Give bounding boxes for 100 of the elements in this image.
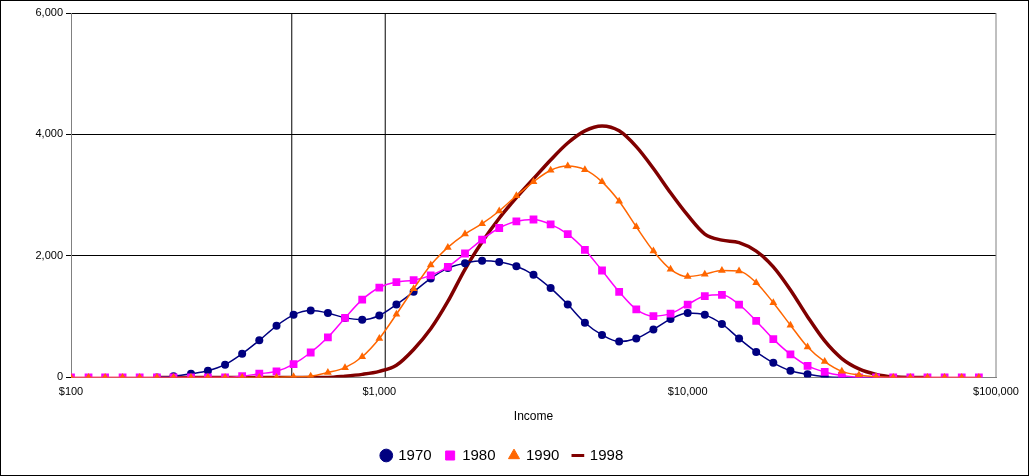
point — [478, 235, 486, 244]
point — [649, 325, 658, 334]
point — [769, 335, 778, 344]
point — [803, 342, 812, 350]
point — [495, 224, 504, 232]
x-tick-label: $1,000 — [362, 385, 397, 398]
y-tick-label: 0 — [56, 370, 63, 383]
point — [649, 246, 658, 254]
point — [598, 177, 606, 185]
legend-label: 1990 — [526, 445, 560, 463]
point — [272, 367, 281, 376]
point — [752, 278, 761, 285]
point — [529, 270, 538, 279]
point — [358, 295, 367, 304]
point — [392, 278, 401, 286]
point — [580, 318, 589, 327]
point — [649, 312, 658, 320]
point — [358, 315, 367, 324]
point — [375, 283, 384, 292]
point — [735, 334, 744, 343]
point — [255, 336, 264, 345]
point — [615, 287, 624, 296]
point — [495, 258, 504, 267]
point — [718, 290, 726, 299]
point — [632, 305, 641, 314]
x-axis-title: Income — [513, 409, 554, 424]
point — [529, 177, 538, 185]
point — [443, 242, 452, 250]
point — [203, 366, 212, 375]
point — [752, 347, 761, 356]
point — [289, 310, 298, 319]
point — [786, 366, 795, 375]
point — [735, 300, 743, 309]
point — [323, 309, 332, 318]
point — [375, 334, 384, 341]
point — [769, 358, 778, 367]
point — [700, 292, 709, 300]
point — [461, 249, 469, 258]
point — [289, 360, 298, 368]
y-tick-label: 6,000 — [35, 6, 63, 19]
point — [598, 266, 606, 275]
point — [409, 284, 418, 291]
point — [666, 309, 675, 318]
point — [683, 300, 692, 309]
point — [461, 229, 469, 237]
point — [306, 306, 315, 315]
point — [563, 161, 572, 169]
point — [615, 337, 624, 346]
point — [478, 256, 487, 265]
point — [632, 222, 641, 230]
point — [632, 334, 641, 343]
y-tick-label: 4,000 — [35, 127, 63, 140]
point — [392, 300, 401, 309]
point — [409, 276, 418, 285]
point — [803, 361, 812, 370]
point — [324, 333, 332, 342]
point — [752, 317, 761, 325]
point — [495, 206, 504, 214]
point — [803, 370, 812, 378]
point — [666, 264, 675, 272]
point — [306, 348, 315, 357]
point — [717, 319, 726, 328]
point — [598, 330, 607, 339]
point — [512, 191, 521, 199]
point — [820, 368, 829, 376]
x-tick-label: $100,000 — [973, 385, 1019, 398]
point — [700, 310, 709, 319]
point — [341, 363, 349, 370]
point — [478, 219, 486, 226]
point — [718, 266, 726, 273]
point — [581, 165, 589, 172]
point — [238, 349, 247, 358]
point — [546, 165, 555, 173]
x-tick-label: $100 — [58, 385, 84, 398]
point — [426, 260, 435, 268]
point — [581, 245, 589, 254]
point — [820, 357, 829, 364]
point — [683, 272, 692, 279]
point — [221, 360, 230, 369]
point — [563, 300, 572, 309]
point — [683, 309, 692, 318]
y-tick-label: 2,000 — [35, 248, 63, 261]
point — [358, 352, 367, 359]
point — [512, 217, 521, 226]
point — [615, 196, 624, 204]
point — [375, 311, 384, 320]
point — [837, 366, 846, 374]
point — [769, 298, 778, 305]
legend-label: 1980 — [462, 445, 496, 463]
point — [512, 262, 521, 271]
point — [461, 259, 469, 268]
point — [272, 321, 281, 330]
point — [546, 284, 555, 293]
x-tick-label: $10,000 — [667, 385, 708, 398]
legend-label: 1970 — [398, 445, 432, 463]
point — [786, 350, 795, 359]
point — [546, 220, 555, 229]
point — [323, 368, 332, 375]
legend-label: 1998 — [589, 445, 624, 463]
point — [563, 230, 572, 238]
